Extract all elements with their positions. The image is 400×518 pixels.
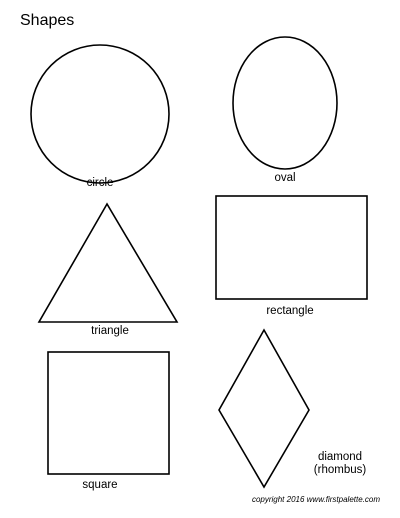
rectangle-label: rectangle (266, 305, 314, 317)
triangle-label: triangle (91, 325, 129, 337)
square-label: square (82, 479, 118, 491)
rectangle-shape (215, 195, 368, 300)
diamond-label: diamond (rhombus) (306, 451, 374, 477)
circle-shape (30, 44, 170, 184)
diamond-label-line1: diamond (317, 451, 363, 463)
oval-label: oval (274, 172, 296, 184)
oval-shape (232, 36, 338, 170)
triangle-shape (37, 202, 179, 323)
square-shape (47, 351, 170, 475)
copyright-notice: copyright 2016 www.firstpalette.com (251, 495, 380, 504)
circle-label: circle (86, 177, 114, 189)
diamond-label-line2: (rhombus) (313, 464, 367, 476)
diamond-shape (218, 328, 310, 489)
page-title: Shapes (20, 12, 75, 29)
